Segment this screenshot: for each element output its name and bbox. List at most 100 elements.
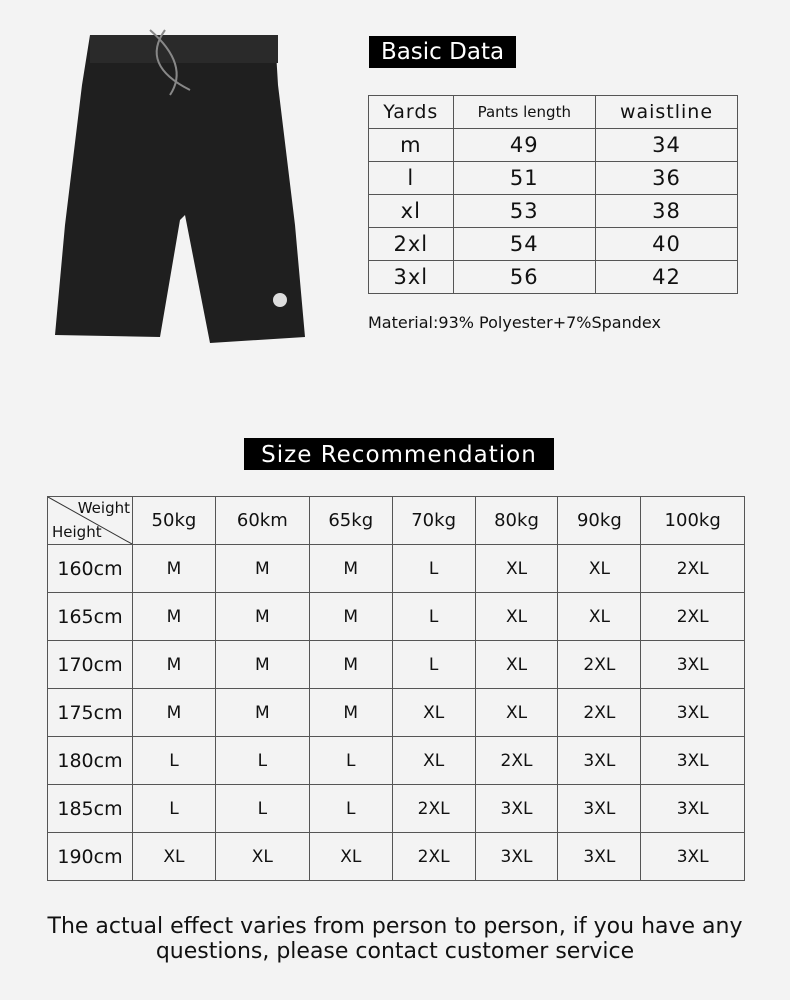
size-cell: 3XL bbox=[640, 784, 745, 833]
table-row: m 49 34 bbox=[368, 128, 739, 162]
size-cell: 3XL bbox=[640, 640, 745, 689]
size-cell: 2XL bbox=[391, 832, 476, 881]
size-cell: L bbox=[308, 736, 393, 785]
diagonal-line bbox=[48, 497, 132, 544]
size-cell: M bbox=[214, 640, 310, 689]
size-cell: L bbox=[391, 544, 476, 593]
size-cell: XL bbox=[474, 592, 559, 641]
size-cell: XL bbox=[391, 688, 476, 737]
table-row: 165cm M M M L XL XL 2XL bbox=[47, 592, 745, 641]
table-row: xl 53 38 bbox=[368, 194, 739, 228]
table-row: 3xl 56 42 bbox=[368, 260, 739, 294]
corner-height-label: Height bbox=[52, 523, 102, 541]
header-pants-length: Pants length bbox=[452, 95, 596, 129]
table-header-row: Yards Pants length waistline bbox=[368, 95, 739, 129]
table-cell: 49 bbox=[452, 128, 596, 162]
table-row: 175cm M M M XL XL 2XL 3XL bbox=[47, 688, 745, 737]
table-cell: l bbox=[368, 161, 454, 195]
size-cell: XL bbox=[132, 832, 216, 881]
size-cell: L bbox=[132, 784, 216, 833]
size-recommendation-table: Weight Height 50kg 60km 65kg 70kg 80kg 90kg 10… bbox=[47, 496, 745, 881]
weight-header: 60km bbox=[214, 496, 310, 545]
height-cell: 190cm bbox=[47, 832, 133, 881]
size-cell: 3XL bbox=[474, 832, 559, 881]
size-cell: XL bbox=[557, 592, 642, 641]
corner-cell: Weight Height bbox=[47, 496, 133, 545]
table-cell: 2xl bbox=[368, 227, 454, 261]
table-cell: 42 bbox=[594, 260, 739, 294]
size-cell: 3XL bbox=[557, 784, 642, 833]
size-cell: 2XL bbox=[557, 640, 642, 689]
size-cell: 2XL bbox=[557, 688, 642, 737]
basic-data-title: Basic Data bbox=[369, 36, 516, 68]
basic-data-table: Yards Pants length waistline m 49 34 l 51 36 x… bbox=[368, 95, 739, 294]
size-cell: 3XL bbox=[557, 736, 642, 785]
table-cell: 40 bbox=[594, 227, 739, 261]
header-waistline: waistline bbox=[594, 95, 739, 129]
size-cell: L bbox=[308, 784, 393, 833]
table-cell: 36 bbox=[594, 161, 739, 195]
table-cell: xl bbox=[368, 194, 454, 228]
size-cell: XL bbox=[474, 688, 559, 737]
size-cell: XL bbox=[557, 544, 642, 593]
size-cell: XL bbox=[214, 832, 310, 881]
size-cell: 2XL bbox=[474, 736, 559, 785]
table-header-row: Weight Height 50kg 60km 65kg 70kg 80kg 90kg 10… bbox=[47, 496, 745, 545]
table-cell: m bbox=[368, 128, 454, 162]
weight-header: 65kg bbox=[308, 496, 393, 545]
weight-header: 90kg bbox=[557, 496, 642, 545]
height-cell: 160cm bbox=[47, 544, 133, 593]
table-cell: 56 bbox=[452, 260, 596, 294]
table-cell: 54 bbox=[452, 227, 596, 261]
height-cell: 175cm bbox=[47, 688, 133, 737]
corner-weight-label: Weight bbox=[77, 499, 130, 517]
table-row: 185cm L L L 2XL 3XL 3XL 3XL bbox=[47, 784, 745, 833]
table-row: 190cm XL XL XL 2XL 3XL 3XL 3XL bbox=[47, 832, 745, 881]
size-cell: XL bbox=[474, 640, 559, 689]
size-cell: M bbox=[214, 544, 310, 593]
height-cell: 165cm bbox=[47, 592, 133, 641]
table-cell: 3xl bbox=[368, 260, 454, 294]
size-cell: M bbox=[308, 688, 393, 737]
table-row: 180cm L L L XL 2XL 3XL 3XL bbox=[47, 736, 745, 785]
size-cell: XL bbox=[308, 832, 393, 881]
size-cell: 3XL bbox=[640, 688, 745, 737]
table-row: l 51 36 bbox=[368, 161, 739, 195]
weight-header: 100kg bbox=[640, 496, 745, 545]
size-cell: 2XL bbox=[640, 592, 745, 641]
table-cell: 38 bbox=[594, 194, 739, 228]
size-cell: 3XL bbox=[474, 784, 559, 833]
weight-header: 70kg bbox=[391, 496, 476, 545]
footer-line-1: The actual effect varies from person to … bbox=[47, 914, 743, 939]
height-cell: 185cm bbox=[47, 784, 133, 833]
size-cell: M bbox=[132, 544, 216, 593]
size-cell: XL bbox=[391, 736, 476, 785]
size-cell: M bbox=[308, 640, 393, 689]
table-cell: 34 bbox=[594, 128, 739, 162]
size-cell: L bbox=[132, 736, 216, 785]
size-cell: 3XL bbox=[640, 832, 745, 881]
height-cell: 180cm bbox=[47, 736, 133, 785]
table-row: 160cm M M M L XL XL 2XL bbox=[47, 544, 745, 593]
header-yards: Yards bbox=[368, 95, 454, 129]
size-cell: M bbox=[214, 592, 310, 641]
weight-header: 50kg bbox=[132, 496, 216, 545]
table-cell: 53 bbox=[452, 194, 596, 228]
table-row: 2xl 54 40 bbox=[368, 227, 739, 261]
size-cell: M bbox=[308, 544, 393, 593]
table-cell: 51 bbox=[452, 161, 596, 195]
size-cell: L bbox=[391, 640, 476, 689]
size-cell: 3XL bbox=[640, 736, 745, 785]
shorts-product-image bbox=[55, 29, 305, 343]
size-cell: M bbox=[132, 688, 216, 737]
table-row: 170cm M M M L XL 2XL 3XL bbox=[47, 640, 745, 689]
size-cell: XL bbox=[474, 544, 559, 593]
footer-line-2: questions, please contact customer servi… bbox=[155, 939, 635, 964]
weight-header: 80kg bbox=[474, 496, 559, 545]
material-text: Material:93% Polyester+7%Spandex bbox=[368, 313, 661, 332]
size-recommendation-title: Size Recommendation bbox=[244, 438, 554, 470]
size-cell: M bbox=[132, 640, 216, 689]
size-cell: 2XL bbox=[640, 544, 745, 593]
size-cell: L bbox=[214, 784, 310, 833]
size-cell: 2XL bbox=[391, 784, 476, 833]
